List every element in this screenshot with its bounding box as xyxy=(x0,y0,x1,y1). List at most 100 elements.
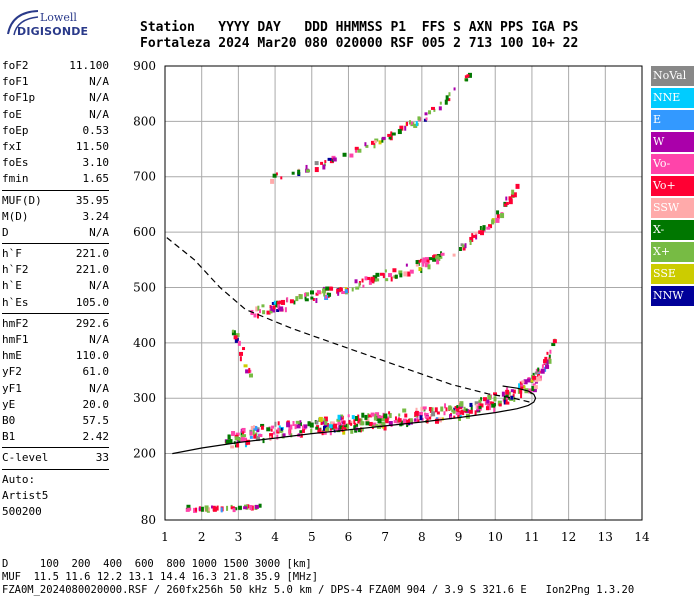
echo-point xyxy=(386,416,390,420)
echo-point xyxy=(342,152,347,157)
echo-point xyxy=(474,231,478,235)
echo-point xyxy=(314,167,319,173)
echo-point xyxy=(240,437,245,443)
echo-point xyxy=(471,233,474,239)
echo-point xyxy=(426,259,430,264)
param-value: 221.0 xyxy=(75,263,109,277)
param-row: h`Es 105.0 xyxy=(2,295,109,311)
param-name: B1 xyxy=(2,430,16,444)
echo-point xyxy=(361,412,365,418)
echo-point xyxy=(496,210,500,215)
logo-lowell-text: Lowell xyxy=(40,11,77,24)
echo-point xyxy=(414,418,417,422)
echo-point xyxy=(420,406,425,411)
echo-point xyxy=(472,234,477,238)
divider xyxy=(2,312,109,314)
param-value: N/A xyxy=(89,107,109,121)
echo-point xyxy=(325,295,328,299)
echo-point xyxy=(255,436,260,442)
echo-point xyxy=(458,247,462,252)
echo-point xyxy=(478,405,482,409)
param-row: h`F2 221.0 xyxy=(2,262,109,278)
echo-point xyxy=(359,427,362,433)
param-name: B0 xyxy=(2,413,16,427)
echo-point xyxy=(279,428,283,433)
logo-digisonde-text: DIGISONDE xyxy=(17,25,89,38)
echo-point xyxy=(400,420,404,426)
echo-point xyxy=(309,422,314,428)
param-row: yF1 N/A xyxy=(2,381,109,397)
echo-point xyxy=(275,172,278,176)
echo-point xyxy=(375,272,380,277)
echo-point xyxy=(336,418,341,422)
echo-point xyxy=(309,290,314,295)
echo-point xyxy=(479,225,482,230)
echo-point xyxy=(358,282,361,287)
echo-point xyxy=(485,406,489,411)
echo-point xyxy=(508,196,513,201)
echo-point xyxy=(237,505,242,510)
x-tick-label: 2 xyxy=(198,530,206,544)
echo-point xyxy=(417,419,420,423)
param-value: N/A xyxy=(89,75,109,89)
echo-point xyxy=(552,339,557,344)
echo-point xyxy=(520,386,524,390)
echo-point xyxy=(448,92,451,97)
echo-point xyxy=(384,418,389,424)
param-value: 105.0 xyxy=(75,295,109,309)
echo-point xyxy=(398,270,403,275)
echo-point xyxy=(508,394,511,398)
echo-point xyxy=(486,226,491,230)
legend-item: X+ xyxy=(651,242,694,262)
x-tick-label: 7 xyxy=(381,530,389,544)
legend-item: X- xyxy=(651,220,694,240)
echo-point xyxy=(375,424,379,428)
echo-point xyxy=(255,432,258,438)
echo-point xyxy=(242,434,247,438)
echo-point xyxy=(432,257,437,262)
echo-point xyxy=(495,217,500,223)
echo-point xyxy=(344,424,348,428)
param-value: 35.95 xyxy=(75,193,109,207)
echo-point xyxy=(238,437,241,441)
param-name: h`F xyxy=(2,247,22,261)
param-row: hmE 110.0 xyxy=(2,348,109,364)
echo-point xyxy=(474,401,479,406)
echo-point xyxy=(536,373,540,377)
muf-dashed-curve xyxy=(166,237,533,404)
echo-point xyxy=(252,429,255,435)
param-row: yE 20.0 xyxy=(2,397,109,413)
param-value: 3.10 xyxy=(82,156,110,170)
param-row: yF2 61.0 xyxy=(2,364,109,380)
echo-point xyxy=(405,263,408,267)
echo-point xyxy=(320,161,324,165)
param-name: h`Es xyxy=(2,295,29,309)
echo-point xyxy=(402,408,407,413)
echo-point xyxy=(364,142,367,147)
echo-point xyxy=(370,276,375,282)
echo-point xyxy=(186,504,191,509)
echo-point xyxy=(262,310,266,315)
echo-point xyxy=(379,272,384,276)
echo-point xyxy=(480,397,483,402)
param-name: M(D) xyxy=(2,209,29,223)
echo-point xyxy=(356,423,359,427)
param-row: foF1 N/A xyxy=(2,74,109,90)
echo-point xyxy=(519,381,523,387)
echo-point xyxy=(321,431,324,436)
echo-point xyxy=(370,412,375,417)
echo-point xyxy=(302,425,305,430)
echo-point xyxy=(537,367,540,372)
echo-point xyxy=(307,421,311,427)
x-tick-label: 14 xyxy=(634,530,650,544)
echo-point xyxy=(393,420,397,424)
echo-point xyxy=(362,284,365,288)
echo-point xyxy=(532,375,537,380)
echo-point xyxy=(333,423,338,429)
param-row: foEp 0.53 xyxy=(2,123,109,139)
echo-point xyxy=(249,505,253,511)
echo-point xyxy=(430,106,435,110)
echo-point xyxy=(370,140,375,145)
echo-point xyxy=(453,415,456,419)
echo-point xyxy=(272,308,276,313)
